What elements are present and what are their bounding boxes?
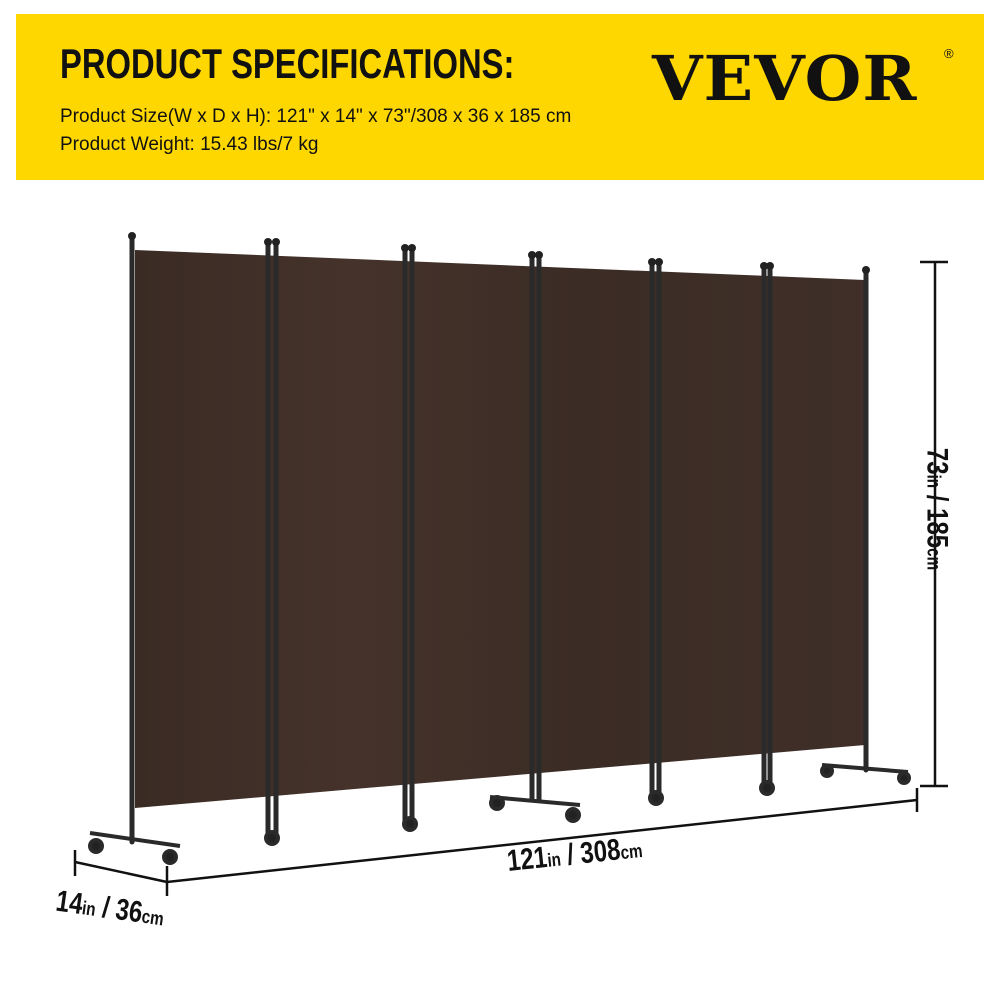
height-inches: 73 [920,447,954,475]
height-cm: 185 [920,508,954,549]
fabric-panels [135,250,865,808]
feet-and-casters [88,763,911,865]
width-inches: 121 [505,840,549,878]
inch-unit: in [922,474,944,489]
spec-banner: PRODUCT SPECIFICATIONS: VEVOR ® Product … [16,14,984,180]
separator: / [920,488,954,509]
pole-caps [128,232,870,274]
brand-logo: VEVOR [652,42,918,115]
registered-mark: ® [944,46,954,61]
cm-unit: cm [922,548,944,571]
product-weight-text: Product Weight: 15.43 lbs/7 kg [60,134,319,155]
cm-unit: cm [619,840,644,865]
cm-unit: cm [140,906,165,931]
dimension-lines [73,260,948,896]
product-size-text: Product Size(W x D x H): 121" x 14" x 73… [60,106,572,127]
height-dimension-label: 73in / 185cm [919,448,953,570]
frame-poles [129,233,869,845]
width-cm: 308 [578,833,622,871]
spec-title: PRODUCT SPECIFICATIONS: [60,40,515,87]
